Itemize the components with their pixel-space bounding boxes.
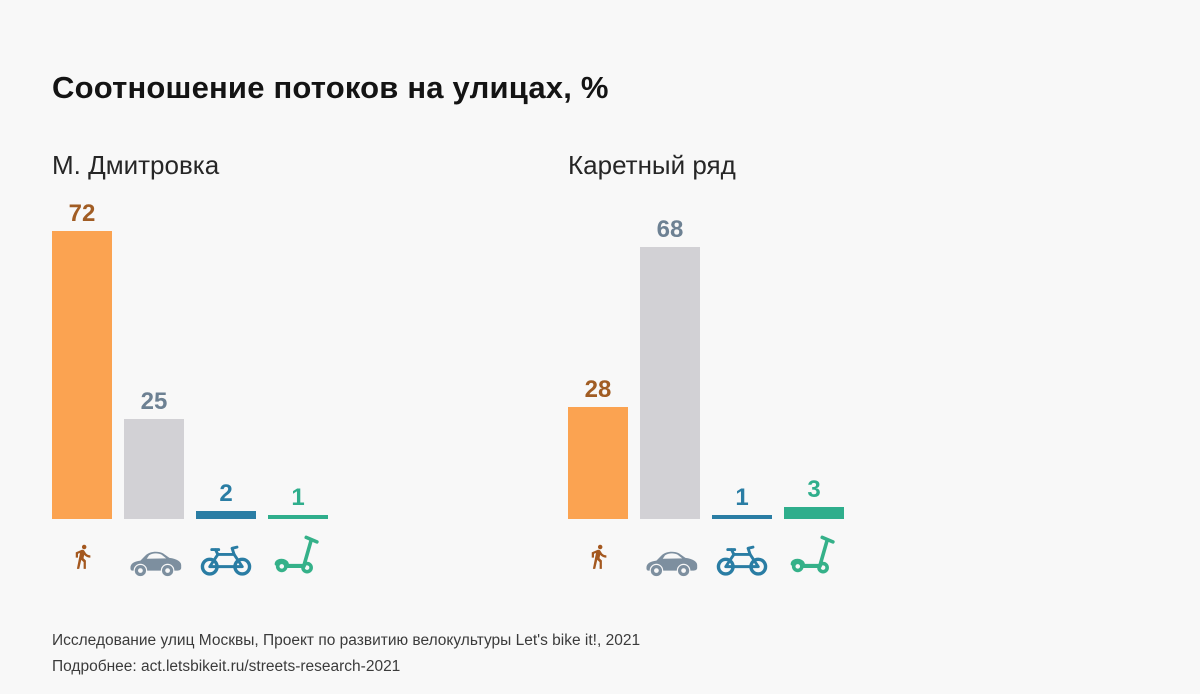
bar-value-label-scooter: 1: [291, 484, 305, 511]
bar-column-bicycle: 2: [196, 481, 256, 519]
bar-value-label-pedestrian: 72: [68, 200, 96, 227]
bar-value-label-pedestrian: 28: [584, 376, 612, 403]
bar-bicycle: [712, 515, 772, 519]
bar-column-car: 25: [124, 389, 184, 519]
bar-chart-karetny-ryad: 28 68 1 3: [568, 195, 844, 519]
bar-scooter: [268, 515, 328, 519]
icon-legend-left: [52, 527, 328, 577]
bar-value-label-scooter: 3: [807, 476, 821, 503]
bar-value-label-car: 25: [140, 388, 168, 415]
scooter-icon: [784, 527, 844, 577]
bar-column-scooter: 1: [268, 485, 328, 519]
bar-pedestrian: [568, 407, 628, 519]
bar-scooter: [784, 507, 844, 519]
pedestrian-icon: [52, 527, 112, 577]
pedestrian-icon: [568, 527, 628, 577]
bar-value-label-car: 68: [656, 216, 684, 243]
bicycle-icon: [712, 527, 772, 577]
bar-car: [640, 247, 700, 519]
icon-legend-right: [568, 527, 844, 577]
car-icon: [640, 527, 700, 577]
bar-value-label-bicycle: 2: [219, 480, 233, 507]
bicycle-icon: [196, 527, 256, 577]
chart-title-left: М. Дмитровка: [52, 150, 220, 180]
chart-title-right: Каретный ряд: [568, 150, 736, 180]
bar-pedestrian: [52, 231, 112, 519]
bar-column-bicycle: 1: [712, 485, 772, 519]
car-icon: [124, 527, 184, 577]
bar-car: [124, 419, 184, 519]
footer: Исследование улиц Москвы, Проект по разв…: [52, 628, 640, 680]
bar-bicycle: [196, 511, 256, 519]
bar-column-car: 68: [640, 217, 700, 519]
page-title: Соотношение потоков на улицах, %: [52, 70, 609, 105]
scooter-icon: [268, 527, 328, 577]
bar-value-label-bicycle: 1: [735, 484, 749, 511]
bar-column-pedestrian: 28: [568, 377, 628, 519]
bar-chart-m-dmitrovka: 72 25 2 1: [52, 195, 328, 519]
source-link: Подробнее: act.letsbikeit.ru/streets-res…: [52, 658, 401, 675]
bar-column-scooter: 3: [784, 477, 844, 519]
source-text: Исследование улиц Москвы, Проект по разв…: [52, 632, 641, 649]
bar-column-pedestrian: 72: [52, 201, 112, 519]
